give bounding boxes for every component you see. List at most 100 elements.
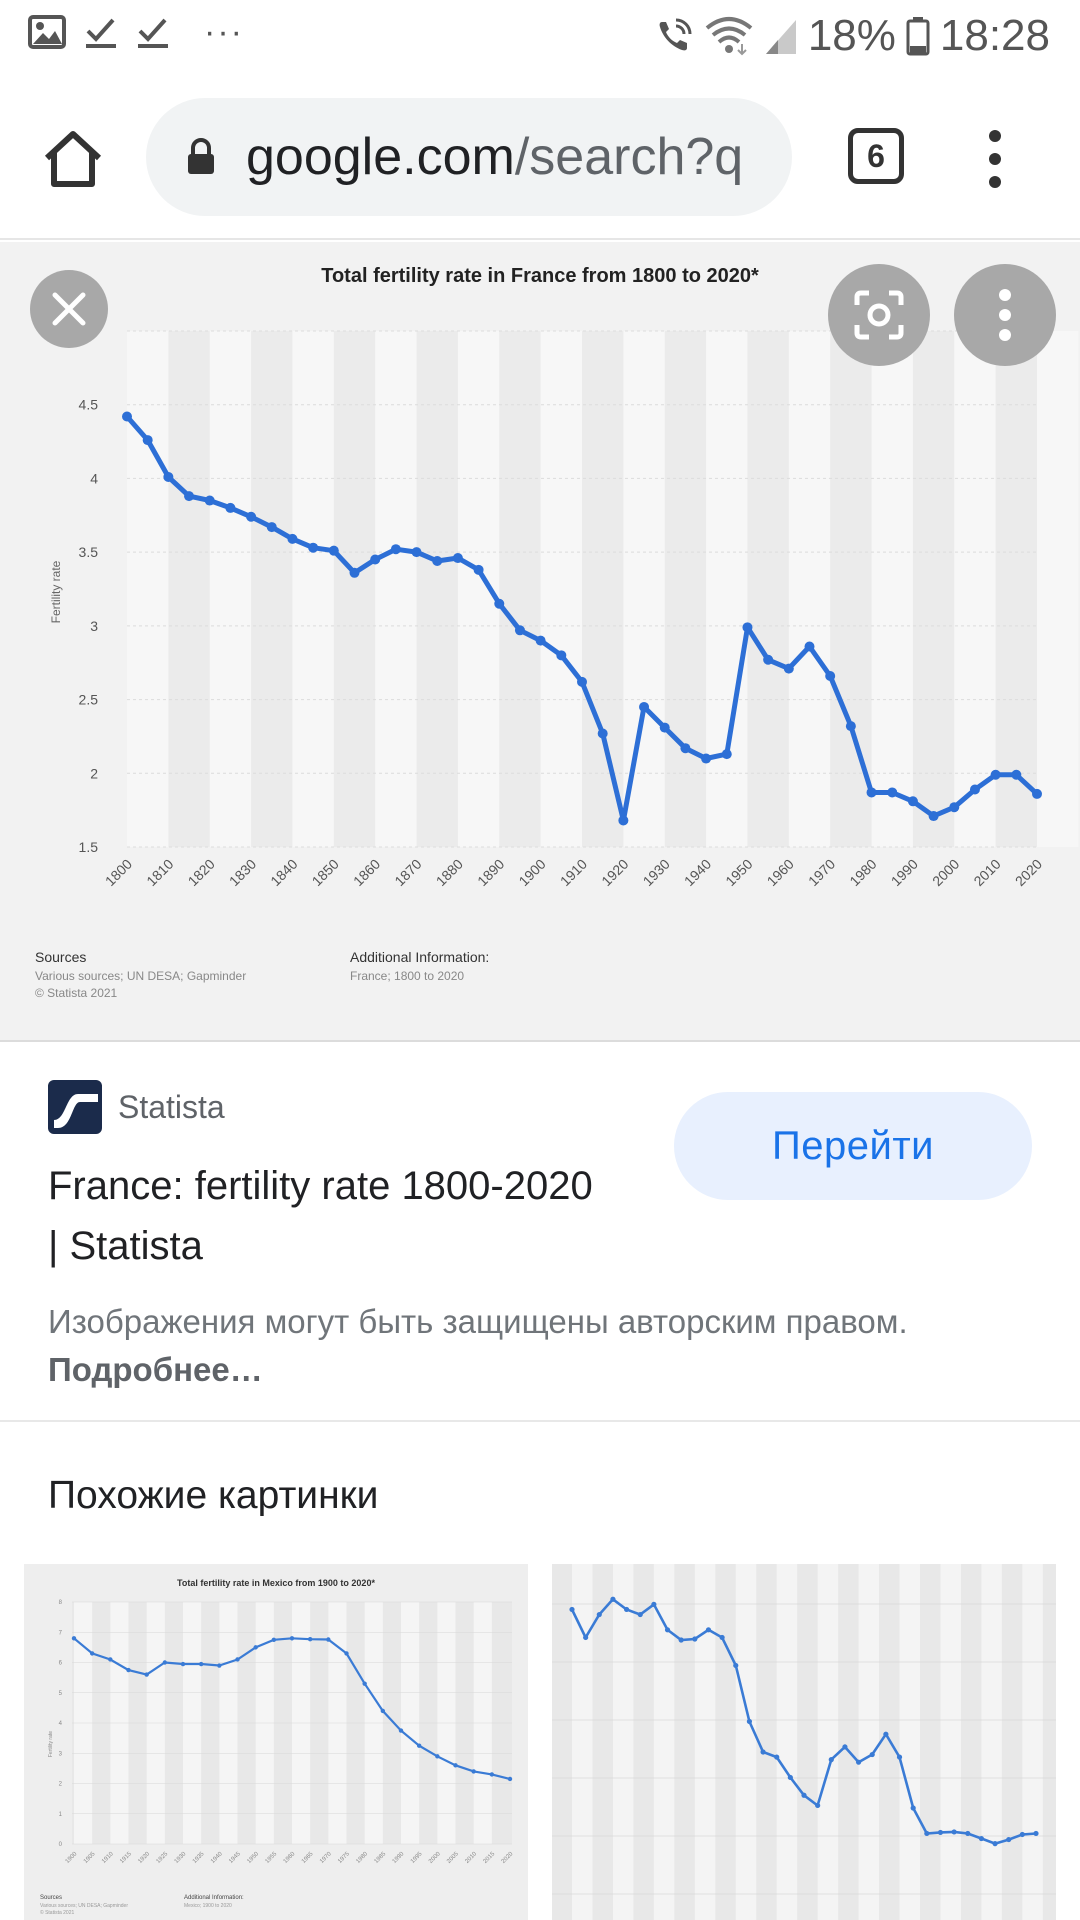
similar-images-heading: Похожие картинки	[48, 1474, 379, 1517]
google-lens-button[interactable]	[828, 264, 930, 366]
data-point	[623, 1606, 630, 1613]
data-point	[1006, 1836, 1012, 1843]
y-tick-label: 7	[59, 1630, 63, 1636]
x-tick-label: 1890	[474, 856, 507, 889]
chart-title: Total fertility rate in France from 1800…	[321, 265, 759, 287]
source-row[interactable]: Statista	[48, 1080, 225, 1134]
similar-image-thumbnail[interactable]: Total fertility rate in Mexico from 1900…	[24, 1564, 528, 1920]
copyright-text: Изображения могут быть защищены авторски…	[48, 1303, 908, 1340]
thumb-additional-heading: Additional Information:	[184, 1895, 244, 1901]
data-point	[705, 1627, 712, 1633]
home-button[interactable]	[38, 124, 108, 194]
data-point	[583, 1634, 589, 1641]
data-point	[225, 502, 236, 513]
data-point	[969, 784, 980, 795]
data-point	[473, 564, 484, 575]
x-tick-label: 1995	[410, 1851, 424, 1865]
data-point	[610, 1596, 616, 1602]
check-icon	[86, 18, 116, 48]
data-point	[742, 622, 753, 633]
y-tick-label: 4	[90, 470, 98, 486]
data-point	[869, 1751, 875, 1758]
visit-button[interactable]: Перейти	[674, 1092, 1032, 1200]
data-point	[597, 728, 608, 739]
data-point	[471, 1769, 476, 1774]
data-point	[380, 1708, 386, 1714]
menu-dot-icon	[999, 289, 1011, 301]
y-tick-label: 6	[59, 1661, 63, 1667]
x-tick-label: 1900	[515, 856, 548, 889]
x-tick-label: 1960	[283, 1851, 297, 1865]
data-point	[651, 1601, 657, 1607]
data-point	[883, 1731, 889, 1737]
data-point	[1033, 1830, 1039, 1837]
thumb-sources-line: Various sources; UN DESA; Gapminder	[40, 1903, 128, 1909]
plot-band	[375, 331, 417, 847]
plot-band	[871, 331, 913, 847]
x-tick-label: 1920	[137, 1851, 151, 1865]
x-tick-label: 2010	[970, 856, 1003, 889]
data-point	[951, 1829, 957, 1835]
browser-menu-button[interactable]	[970, 124, 1020, 194]
x-tick-label: 1970	[805, 856, 838, 889]
data-point	[804, 641, 815, 652]
viewer-more-button[interactable]	[954, 264, 1056, 366]
image-viewer[interactable]: Total fertility rate in France from 1800…	[0, 242, 1080, 1042]
plot-band	[292, 331, 334, 847]
data-point	[992, 1841, 998, 1847]
data-point	[678, 1637, 684, 1643]
data-point	[390, 544, 401, 555]
x-tick-label: 1940	[681, 856, 714, 889]
x-tick-label: 1990	[392, 1851, 406, 1865]
y-tick-label: 4.5	[79, 397, 99, 413]
plot-band	[1022, 1564, 1043, 1920]
data-point	[680, 743, 691, 754]
tab-switcher-button[interactable]: 6	[848, 128, 904, 184]
data-point	[965, 1830, 971, 1837]
data-point	[639, 701, 650, 712]
data-point	[326, 1637, 331, 1642]
data-point	[271, 1637, 277, 1643]
data-point	[887, 787, 898, 798]
data-point	[328, 545, 339, 556]
x-tick-label: 1945	[228, 1851, 242, 1865]
x-tick-label: 1930	[640, 856, 673, 889]
data-point	[198, 1661, 204, 1667]
y-tick-label: 8	[59, 1600, 63, 1606]
y-tick-label: 2	[90, 765, 98, 781]
x-tick-label: 1880	[433, 856, 466, 889]
menu-dot-icon	[999, 309, 1011, 321]
plot-band	[612, 1564, 634, 1920]
data-point	[126, 1667, 131, 1673]
learn-more-link[interactable]: Подробнее…	[48, 1351, 263, 1388]
sources-heading: Sources	[35, 949, 86, 965]
data-point	[910, 1805, 916, 1811]
data-point	[928, 811, 939, 822]
data-point	[659, 722, 670, 733]
x-tick-label: 1870	[391, 856, 424, 889]
data-point	[416, 1743, 422, 1748]
data-point	[535, 635, 546, 646]
similar-image-thumbnail[interactable]	[552, 1564, 1056, 1920]
data-point	[308, 542, 319, 553]
x-tick-label: 1980	[846, 856, 879, 889]
address-bar[interactable]: google.com/search?q	[146, 98, 792, 216]
copyright-line: © Statista 2021	[35, 986, 118, 1000]
result-title[interactable]: France: fertility rate 1800-2020 | Stati…	[48, 1164, 593, 1268]
plot-band	[858, 1564, 880, 1920]
plot-band	[653, 1564, 675, 1920]
data-point	[162, 1660, 168, 1665]
plot-band	[209, 331, 252, 847]
thumb-copyright-line: © Statista 2021	[40, 1909, 74, 1916]
data-point	[763, 654, 774, 665]
close-viewer-button[interactable]	[30, 270, 108, 348]
data-point	[719, 1634, 725, 1641]
data-point	[122, 411, 132, 422]
y-tick-label: 5	[59, 1691, 63, 1697]
data-point	[1011, 769, 1022, 780]
x-tick-label: 1930	[174, 1851, 188, 1865]
x-tick-label: 2020	[501, 1851, 515, 1865]
y-tick-label: 3	[90, 618, 98, 634]
url-text: google.com/search?q	[246, 127, 743, 187]
plot-band	[981, 1564, 1002, 1920]
